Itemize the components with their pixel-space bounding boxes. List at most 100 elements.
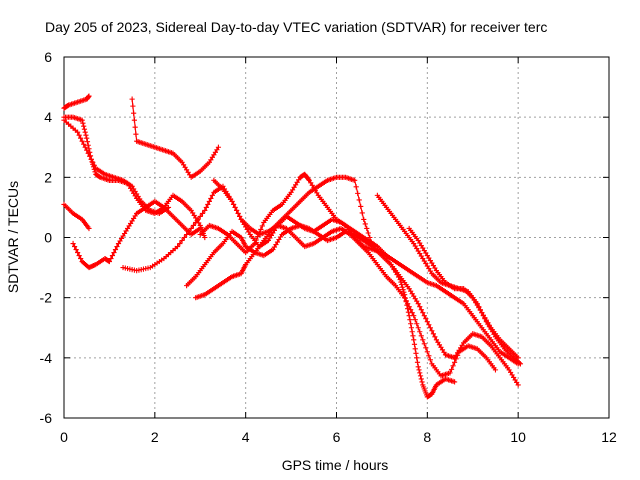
data-point xyxy=(181,234,187,241)
data-point xyxy=(362,221,368,227)
data-point xyxy=(353,184,359,190)
data-point xyxy=(400,287,406,293)
series-line xyxy=(408,228,519,359)
data-point xyxy=(165,204,172,211)
data-point xyxy=(305,176,312,182)
data-point xyxy=(91,162,97,168)
data-point xyxy=(82,144,88,150)
data-point xyxy=(76,132,82,138)
data-point xyxy=(411,341,418,347)
data-point xyxy=(232,204,238,211)
data-point xyxy=(432,334,438,340)
data-point xyxy=(427,357,433,363)
data-point xyxy=(358,203,364,210)
data-point xyxy=(415,364,421,370)
data-point xyxy=(85,150,91,156)
data-point xyxy=(411,313,417,319)
data-point xyxy=(420,310,426,316)
data-point xyxy=(398,282,405,288)
x-tick-label: 0 xyxy=(60,429,68,445)
data-point xyxy=(85,142,91,148)
data-point xyxy=(86,93,92,99)
data-point xyxy=(184,231,190,238)
data-point xyxy=(78,135,84,141)
data-point xyxy=(202,207,208,214)
data-point xyxy=(229,198,235,204)
series-trace-13 xyxy=(211,177,390,259)
data-point xyxy=(75,129,81,135)
data-point xyxy=(398,279,404,285)
series-trace-4 xyxy=(129,96,222,180)
data-point xyxy=(406,313,412,319)
x-tick-label: 10 xyxy=(510,429,526,445)
data-point xyxy=(364,225,370,232)
data-point xyxy=(412,346,418,352)
data-point xyxy=(256,230,262,236)
x-tick-label: 12 xyxy=(601,429,617,445)
data-point xyxy=(76,252,82,259)
data-point xyxy=(412,317,418,323)
y-tick-label: 4 xyxy=(44,109,52,125)
data-point xyxy=(402,295,408,301)
data-point xyxy=(516,360,522,366)
data-point xyxy=(361,216,367,223)
data-point xyxy=(408,325,415,331)
data-point xyxy=(129,96,135,102)
data-point xyxy=(81,123,87,129)
data-point xyxy=(106,258,113,265)
data-point xyxy=(259,223,265,229)
data-point xyxy=(365,230,371,236)
data-point xyxy=(355,190,361,196)
data-point xyxy=(81,141,87,147)
data-point xyxy=(79,117,85,123)
y-tick-label: -2 xyxy=(40,290,53,306)
data-point xyxy=(209,192,215,198)
data-point xyxy=(492,367,499,373)
data-point xyxy=(208,195,214,201)
data-point xyxy=(111,249,117,256)
data-point xyxy=(133,131,139,137)
data-point xyxy=(413,350,419,356)
data-point xyxy=(131,110,137,116)
data-point xyxy=(237,213,243,220)
data-point xyxy=(402,292,408,298)
data-point xyxy=(197,213,203,220)
data-point xyxy=(426,353,432,359)
data-point xyxy=(447,370,453,376)
data-point xyxy=(427,325,433,331)
data-point xyxy=(418,307,424,313)
data-point xyxy=(193,219,199,226)
data-point xyxy=(84,147,90,153)
data-point xyxy=(415,301,421,307)
data-point xyxy=(233,207,240,214)
data-point xyxy=(174,243,181,250)
data-point xyxy=(429,328,435,334)
data-point xyxy=(82,129,88,135)
series-trace-9 xyxy=(193,174,458,400)
data-point xyxy=(202,234,208,241)
x-tick-label: 6 xyxy=(333,429,341,445)
data-point xyxy=(206,198,212,204)
data-point xyxy=(235,210,241,217)
data-point xyxy=(404,302,410,308)
x-tick-label: 4 xyxy=(242,429,250,445)
data-point xyxy=(418,333,424,339)
data-point xyxy=(424,319,430,325)
data-point xyxy=(419,379,425,385)
data-point xyxy=(399,284,405,290)
x-tick-label: 8 xyxy=(423,429,431,445)
data-point xyxy=(416,367,422,373)
series-trace-3 xyxy=(61,117,172,217)
data-point xyxy=(414,359,421,365)
chart-title: Day 205 of 2023, Sidereal Day-to-day VTE… xyxy=(45,19,547,35)
series-trace-1 xyxy=(61,93,92,111)
data-point xyxy=(426,322,432,328)
data-point xyxy=(81,126,88,132)
data-point xyxy=(411,337,417,343)
y-axis-label: SDTVAR / TECUs xyxy=(5,181,21,293)
data-point xyxy=(71,243,78,250)
x-axis-label: GPS time / hours xyxy=(282,457,389,473)
data-point xyxy=(87,153,93,159)
data-point xyxy=(203,204,209,211)
